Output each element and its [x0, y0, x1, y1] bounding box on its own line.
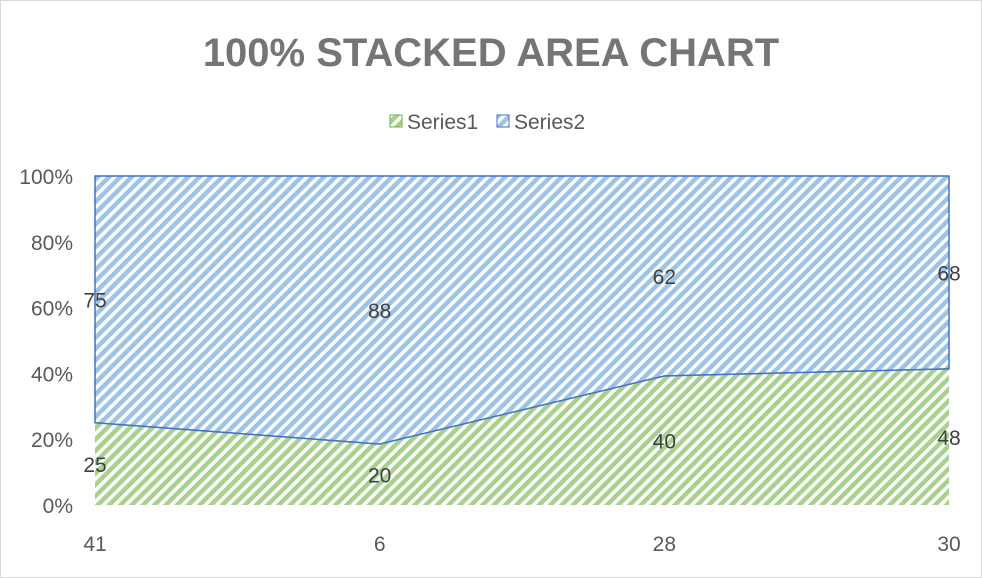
- data-label-series1: 20: [368, 465, 391, 488]
- legend-label-series2: Series2: [514, 111, 585, 134]
- plot-areas: [94, 175, 950, 505]
- y-tick-label: 40%: [31, 363, 73, 386]
- y-tick-label: 60%: [31, 298, 73, 321]
- y-tick-label: 80%: [31, 232, 73, 255]
- series-boundary-line: [94, 368, 950, 445]
- legend: Series1 Series2: [389, 111, 585, 134]
- legend-label-series1: Series1: [407, 111, 478, 134]
- x-tick-label: 41: [83, 533, 106, 556]
- y-tick-label: 0%: [43, 495, 73, 518]
- data-label-series2: 68: [937, 262, 960, 285]
- chart-title: 100% STACKED AREA CHART: [203, 31, 779, 75]
- x-tick-label: 6: [374, 533, 386, 556]
- data-label-series2: 62: [653, 266, 676, 289]
- area-series1: [95, 368, 949, 505]
- x-tick-label: 28: [653, 533, 676, 556]
- data-label-series1: 48: [937, 427, 960, 450]
- y-tick-label: 100%: [19, 166, 73, 189]
- data-label-series2: 75: [83, 289, 106, 312]
- x-tick-label: 30: [937, 533, 960, 556]
- data-label-series1: 40: [653, 430, 676, 453]
- data-labels: 25 75 20 88 40 62 48 68: [83, 262, 960, 487]
- data-label-series2: 88: [368, 300, 391, 323]
- legend-swatch-series2: [496, 114, 510, 128]
- legend-swatch-series1: [389, 114, 403, 128]
- x-axis: 41 6 28 30: [83, 533, 960, 556]
- data-label-series1: 25: [83, 454, 106, 477]
- y-tick-label: 20%: [31, 429, 73, 452]
- y-axis: 0% 20% 40% 60% 80% 100%: [19, 166, 73, 518]
